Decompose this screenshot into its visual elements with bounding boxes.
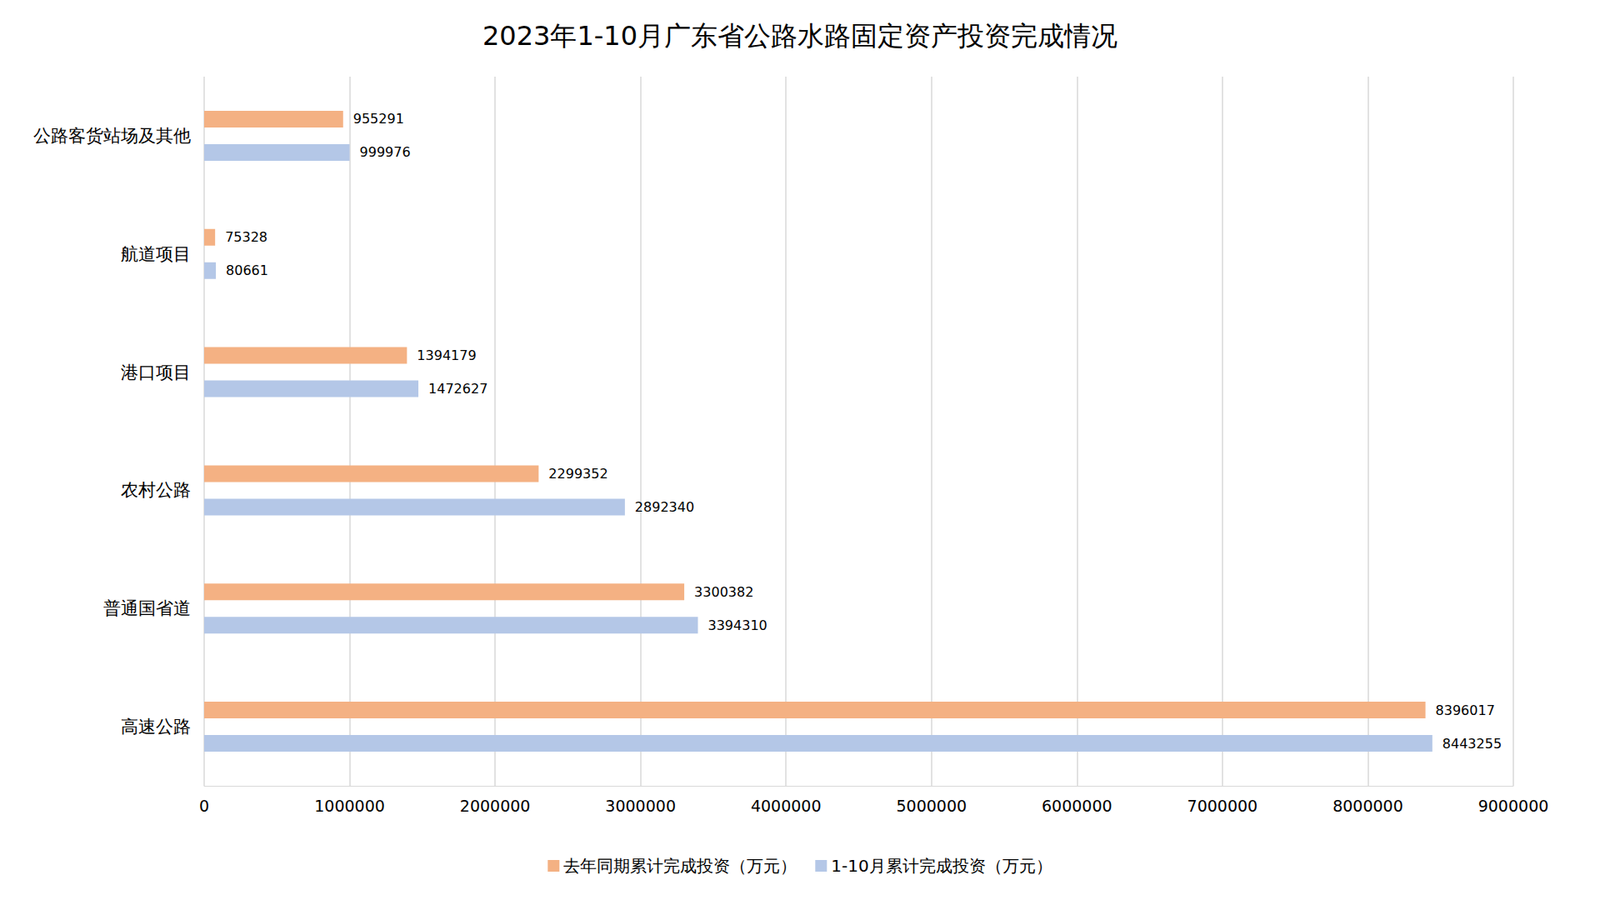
svg-text:港口项目: 港口项目 [120,362,191,383]
svg-text:80661: 80661 [225,262,269,279]
svg-text:1472627: 1472627 [428,380,488,397]
svg-text:8443255: 8443255 [1442,735,1502,752]
svg-text:2023年1-10月广东省公路水路固定资产投资完成情况: 2023年1-10月广东省公路水路固定资产投资完成情况 [482,20,1118,52]
svg-text:2892340: 2892340 [635,499,695,515]
svg-text:955291: 955291 [353,110,405,127]
svg-text:农村公路: 农村公路 [120,480,191,500]
svg-text:6000000: 6000000 [1041,796,1113,815]
svg-text:去年同期累计完成投资（万元）: 去年同期累计完成投资（万元） [563,855,797,876]
svg-text:7000000: 7000000 [1187,796,1259,815]
svg-text:1-10月累计完成投资（万元）: 1-10月累计完成投资（万元） [830,855,1052,876]
svg-text:8396017: 8396017 [1435,702,1495,719]
svg-text:普通国省道: 普通国省道 [103,598,191,619]
svg-text:3300382: 3300382 [694,584,754,600]
svg-text:航道项目: 航道项目 [120,244,191,265]
svg-text:9000000: 9000000 [1478,796,1550,815]
svg-text:3000000: 3000000 [605,796,676,815]
svg-text:2299352: 2299352 [548,465,608,482]
svg-text:高速公路: 高速公路 [120,716,191,737]
svg-text:公路客货站场及其他: 公路客货站场及其他 [33,125,191,146]
svg-text:0: 0 [199,796,210,815]
svg-text:1394179: 1394179 [416,347,476,364]
svg-text:4000000: 4000000 [750,796,822,815]
svg-text:3394310: 3394310 [707,617,767,634]
svg-text:999976: 999976 [360,144,411,160]
svg-text:2000000: 2000000 [460,796,531,815]
svg-text:8000000: 8000000 [1332,796,1404,815]
svg-text:5000000: 5000000 [895,796,967,815]
svg-text:75328: 75328 [225,229,268,245]
svg-text:1000000: 1000000 [314,796,385,815]
